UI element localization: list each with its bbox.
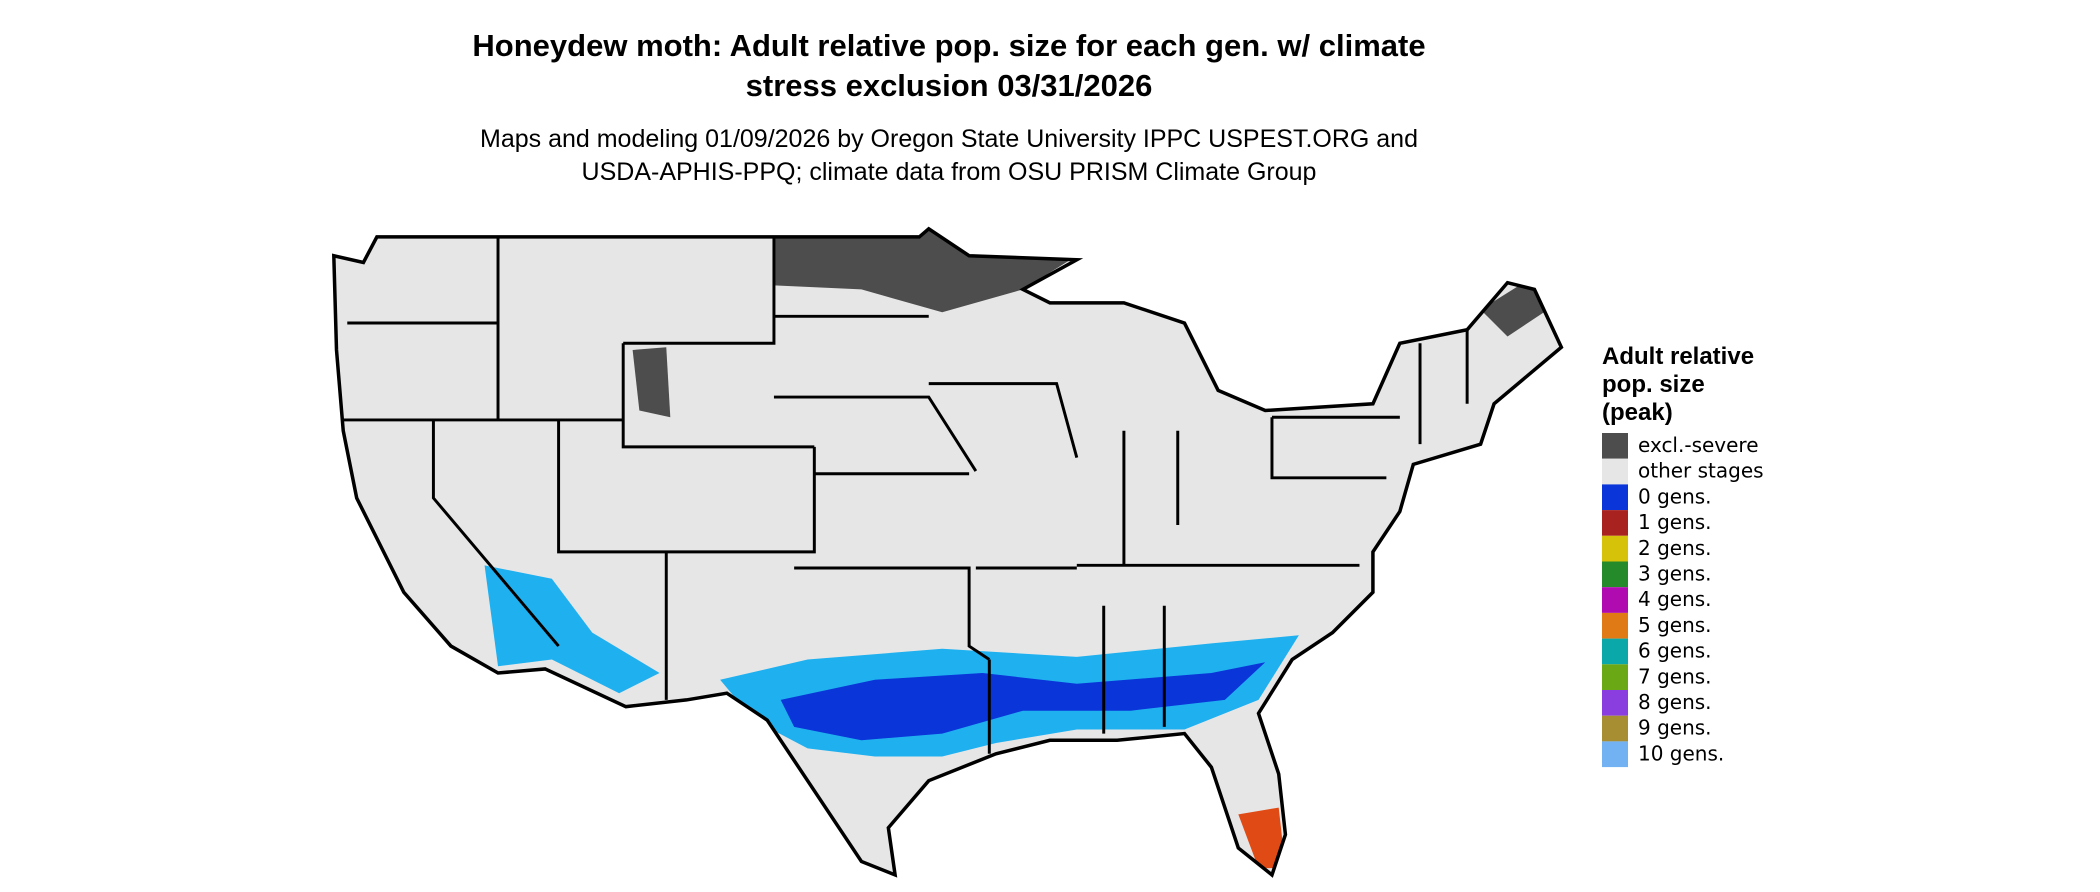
legend-label: excl.-severe: [1638, 433, 1759, 457]
legend-swatch: [1602, 484, 1628, 511]
legend-swatch: [1602, 612, 1628, 639]
map: [332, 227, 1564, 877]
legend-label: 10 gens.: [1638, 741, 1724, 765]
legend-swatch: [1602, 535, 1628, 562]
legend-label: 5 gens.: [1638, 613, 1712, 637]
legend-swatch: [1602, 458, 1628, 485]
region-dark-blue: [780, 662, 1266, 741]
title-line: stress exclusion 03/31/2026: [746, 68, 1153, 103]
excl-region: [1480, 275, 1548, 337]
legend-swatch: [1602, 664, 1628, 690]
region-light-blue: [484, 565, 660, 694]
legend-label: 1 gens.: [1638, 510, 1712, 534]
legend-label: other stages: [1638, 459, 1764, 483]
legend-label: 7 gens.: [1638, 664, 1712, 688]
legend-swatch: [1602, 715, 1628, 742]
excl-region: [773, 228, 1077, 313]
legend-title: Adult relative: [1602, 343, 1754, 370]
legend-swatch: [1602, 690, 1628, 716]
legend-label: 6 gens.: [1638, 639, 1712, 663]
excl-region: [632, 347, 671, 418]
legend-swatch: [1602, 510, 1628, 536]
legend-swatch: [1602, 638, 1628, 665]
state-borders: [343, 236, 1469, 754]
legend-label: 0 gens.: [1638, 484, 1712, 508]
legend-label: 4 gens.: [1638, 587, 1712, 611]
legend-swatch: [1602, 561, 1628, 588]
us-land: [333, 228, 1562, 875]
legend-label: 9 gens.: [1638, 716, 1712, 740]
title-line: Honeydew moth: Adult relative pop. size …: [472, 28, 1425, 63]
legend-title: (peak): [1602, 399, 1673, 426]
legend-swatch: [1602, 433, 1628, 459]
subtitle-line: Maps and modeling 01/09/2026 by Oregon S…: [480, 125, 1418, 153]
legend-swatch: [1602, 587, 1628, 613]
legend-label: 8 gens.: [1638, 690, 1712, 714]
legend-label: 3 gens.: [1638, 562, 1712, 586]
legend-label: 2 gens.: [1638, 536, 1712, 560]
legend-title: pop. size: [1602, 371, 1705, 398]
legend-swatch: [1602, 741, 1628, 768]
region-orange: [1238, 807, 1286, 869]
map-regions: [484, 228, 1548, 869]
subtitle-line: USDA-APHIS-PPQ; climate data from OSU PR…: [582, 158, 1317, 186]
